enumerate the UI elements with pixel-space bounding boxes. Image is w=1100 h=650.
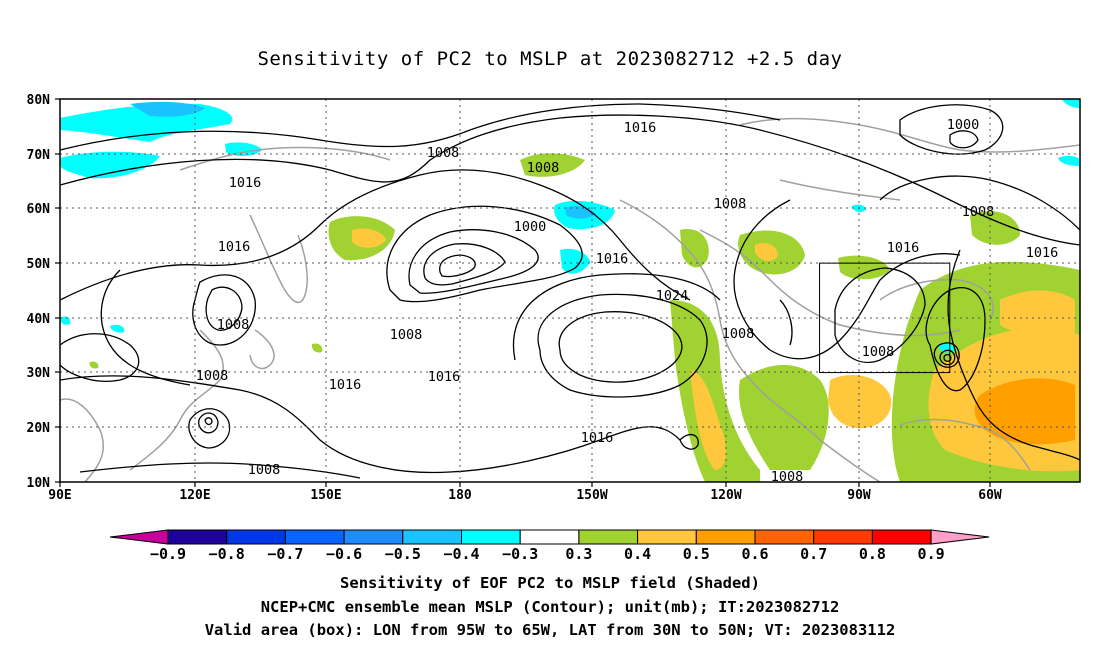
contour-label-1008: 1008 bbox=[722, 326, 755, 342]
latitude-labels: 80N 70N 60N 50N 40N 30N 20N 10N bbox=[27, 93, 51, 491]
contour-label-1016: 1016 bbox=[329, 377, 362, 393]
colorbar-swatch bbox=[167, 529, 228, 545]
lon-label: 180 bbox=[448, 488, 472, 503]
contour-label-1008: 1008 bbox=[196, 368, 229, 384]
colorbar-label: −0.7 bbox=[267, 545, 303, 563]
coastlines bbox=[60, 117, 1080, 482]
colorbar-swatch bbox=[813, 529, 873, 545]
contour-label-1008: 1008 bbox=[427, 145, 460, 161]
contour-label-1008: 1008 bbox=[390, 327, 423, 343]
colorbar-swatch bbox=[284, 529, 345, 545]
colorbar-end-left bbox=[109, 529, 169, 545]
colorbar-swatch bbox=[343, 529, 404, 545]
valid-area-box bbox=[819, 262, 951, 374]
lat-label: 40N bbox=[27, 312, 51, 327]
contour-label-1016: 1016 bbox=[581, 430, 614, 446]
lon-label: 60W bbox=[978, 488, 1002, 503]
colorbar-label: 0.9 bbox=[918, 545, 945, 563]
lon-label: 90E bbox=[48, 488, 71, 503]
colorbar-label: 0.6 bbox=[741, 545, 768, 563]
contour-label-1016: 1016 bbox=[218, 239, 251, 255]
axis-ticks bbox=[55, 98, 991, 487]
colorbar-swatch bbox=[402, 529, 462, 545]
lon-label: 150W bbox=[576, 488, 607, 503]
lon-label: 150E bbox=[310, 488, 341, 503]
colorbar-label: −0.3 bbox=[502, 545, 538, 563]
colorbar-swatch bbox=[461, 529, 521, 545]
lon-label: 120W bbox=[710, 488, 741, 503]
contour-label-1008: 1008 bbox=[714, 196, 747, 212]
lat-label: 50N bbox=[27, 257, 51, 272]
lat-label: 20N bbox=[27, 421, 51, 436]
caption-shading: Sensitivity of EOF PC2 to MSLP field (Sh… bbox=[340, 574, 760, 592]
colorbar-label: −0.9 bbox=[150, 545, 186, 563]
contour-label-1008: 1008 bbox=[248, 462, 281, 478]
contour-label-1008: 1008 bbox=[217, 317, 250, 333]
contour-label-1024: 1024 bbox=[656, 288, 689, 304]
contour-label-1000: 1000 bbox=[514, 219, 547, 235]
lat-label: 10N bbox=[27, 476, 51, 491]
longitude-labels: 90E 120E 150E 180 150W 120W 90W 60W bbox=[48, 488, 1002, 503]
colorbar-label: 0.7 bbox=[800, 545, 827, 563]
colorbar-swatch bbox=[637, 529, 697, 545]
colorbar-label: 0.3 bbox=[565, 545, 592, 563]
colorbar-label: −0.5 bbox=[385, 545, 421, 563]
caption-valid-area: Valid area (box): LON from 95W to 65W, L… bbox=[204, 621, 896, 639]
lat-label: 30N bbox=[27, 366, 51, 381]
colorbar-label: −0.4 bbox=[443, 545, 479, 563]
contour-label-1016: 1016 bbox=[624, 120, 657, 136]
graticule bbox=[60, 99, 1080, 482]
lat-label: 60N bbox=[27, 202, 51, 217]
colorbar-swatch bbox=[754, 529, 815, 545]
contour-label-1016: 1016 bbox=[428, 369, 461, 385]
caption-contour: NCEP+CMC ensemble mean MSLP (Contour); u… bbox=[260, 598, 840, 616]
colorbar-swatch bbox=[226, 529, 286, 545]
contour-label-1016: 1016 bbox=[1026, 245, 1059, 261]
lat-label: 80N bbox=[27, 93, 51, 108]
colorbar: −0.9 −0.8 −0.7 −0.6 −0.5 −0.4 −0.3 0.3 0.4 0.5 0.6… bbox=[109, 529, 990, 563]
colorbar-label: 0.4 bbox=[624, 545, 651, 563]
contour-label-1016: 1016 bbox=[229, 175, 262, 191]
colorbar-swatch bbox=[578, 529, 639, 545]
colorbar-label: −0.6 bbox=[326, 545, 362, 563]
map-figure: 1016 1008 1016 1008 1000 1000 1008 1008 … bbox=[27, 93, 1081, 563]
contour-label-1008: 1008 bbox=[771, 469, 804, 485]
colorbar-label: 0.5 bbox=[683, 545, 710, 563]
contour-label-1016: 1016 bbox=[887, 240, 920, 256]
contour-label-1008: 1008 bbox=[962, 204, 995, 220]
contour-label-1008: 1008 bbox=[862, 344, 895, 360]
lat-label: 70N bbox=[27, 148, 51, 163]
map-frame bbox=[59, 98, 1081, 483]
lon-label: 90W bbox=[847, 488, 871, 503]
colorbar-end-right bbox=[930, 529, 990, 545]
colorbar-swatch bbox=[519, 529, 580, 545]
contour-label-1016: 1016 bbox=[596, 251, 629, 267]
contour-labels: 1016 1008 1016 1008 1000 1000 1008 1008 … bbox=[196, 117, 1059, 485]
shading-negative bbox=[60, 99, 1080, 353]
mslp-contours bbox=[60, 103, 1080, 479]
colorbar-label: 0.8 bbox=[859, 545, 886, 563]
colorbar-swatch bbox=[695, 529, 756, 545]
colorbar-label: −0.8 bbox=[209, 545, 245, 563]
contour-label-1008: 1008 bbox=[527, 160, 560, 176]
colorbar-swatch bbox=[871, 529, 932, 545]
page-title: Sensitivity of PC2 to MSLP at 2023082712… bbox=[257, 48, 843, 70]
lon-label: 120E bbox=[179, 488, 210, 503]
contour-label-1000: 1000 bbox=[947, 117, 980, 133]
